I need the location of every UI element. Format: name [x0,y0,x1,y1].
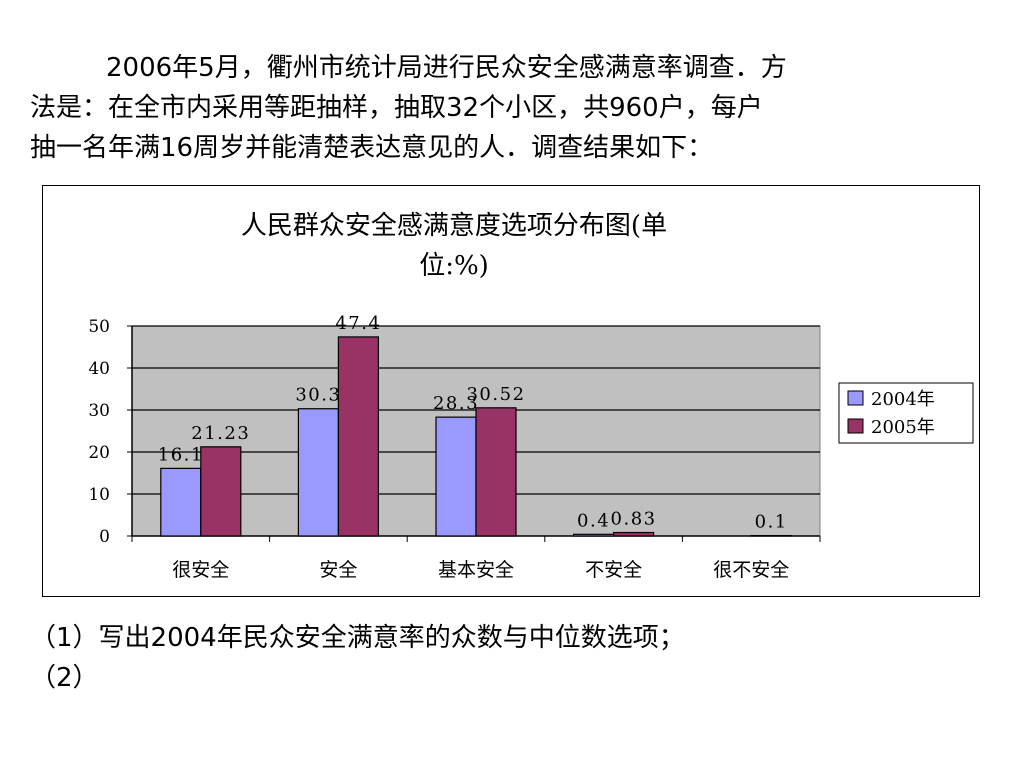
data-label-2004-4: 0.4 [577,510,610,531]
legend-label-1: 2004年 [871,389,935,410]
data-label-2005-4: 0.83 [611,509,657,530]
intro-line-2: 法是：在全市内采用等距抽样，抽取32个小区，共960户，每户 [30,93,763,123]
x-tick-label: 不安全 [585,559,642,581]
chart-title-line-2: 位:%) [419,251,489,281]
x-tick-label: 安全 [319,559,357,581]
y-tick-label: 50 [88,317,110,337]
chart-frame: 人民群众安全感满意度选项分布图(单 位:%) 0 10 20 30 40 50 很安全 安全 基本安… [42,185,980,597]
bar-2005-1 [200,446,242,537]
bar-2004-3 [435,416,477,537]
bar-2005-3 [475,407,517,537]
intro-line-1: 2006年5月，衢州市统计局进行民众安全感满意率调查．方 [106,53,787,83]
intro-line-3: 抽一名年满16周岁并能清楚表达意见的人．调查结果如下： [30,133,714,163]
data-label-2004-1: 16.1 [158,444,204,465]
x-tick-label: 基本安全 [438,559,514,581]
x-tick-label: 很不安全 [713,559,789,581]
data-label-2005-3: 30.52 [466,384,525,405]
y-tick-label: 20 [88,443,110,463]
bar-2004-2 [297,408,339,537]
chart-title-line-1: 人民群众安全感满意度选项分布图(单 [241,211,667,241]
y-tick-label: 0 [99,527,110,547]
questions-paragraph: （1）写出2004年民众安全满意率的众数与中位数选项； （2） [30,618,994,698]
data-label-2004-3: 28.3 [433,393,479,414]
x-tick-label: 很安全 [172,559,229,581]
y-tick-label: 10 [88,485,110,505]
data-label-2005-5: 0.1 [755,512,788,533]
bar-2004-4 [572,533,615,537]
bar-2005-2 [337,336,379,537]
data-label-2005-2: 47.4 [335,313,381,334]
data-label-2004-2: 30.3 [295,385,341,406]
question-2: （2） [30,663,99,693]
bar-2005-4 [612,531,655,537]
bar-chart: 人民群众安全感满意度选项分布图(单位:%) 0 10 20 30 40 50 很安全 安全 基本安… [88,211,974,581]
legend-swatch-1 [847,390,864,406]
y-tick-label: 40 [88,359,110,379]
question-1: （1）写出2004年民众安全满意率的众数与中位数选项； [30,623,685,653]
legend-swatch-2 [847,418,864,434]
intro-paragraph: 2006年5月，衢州市统计局进行民众安全感满意率调查．方 法是：在全市内采用等距… [30,48,994,168]
legend-label-2: 2005年 [871,417,935,438]
bar-2004-1 [160,467,202,537]
y-tick-label: 30 [88,401,110,421]
data-label-2005-1: 21.23 [191,423,250,444]
